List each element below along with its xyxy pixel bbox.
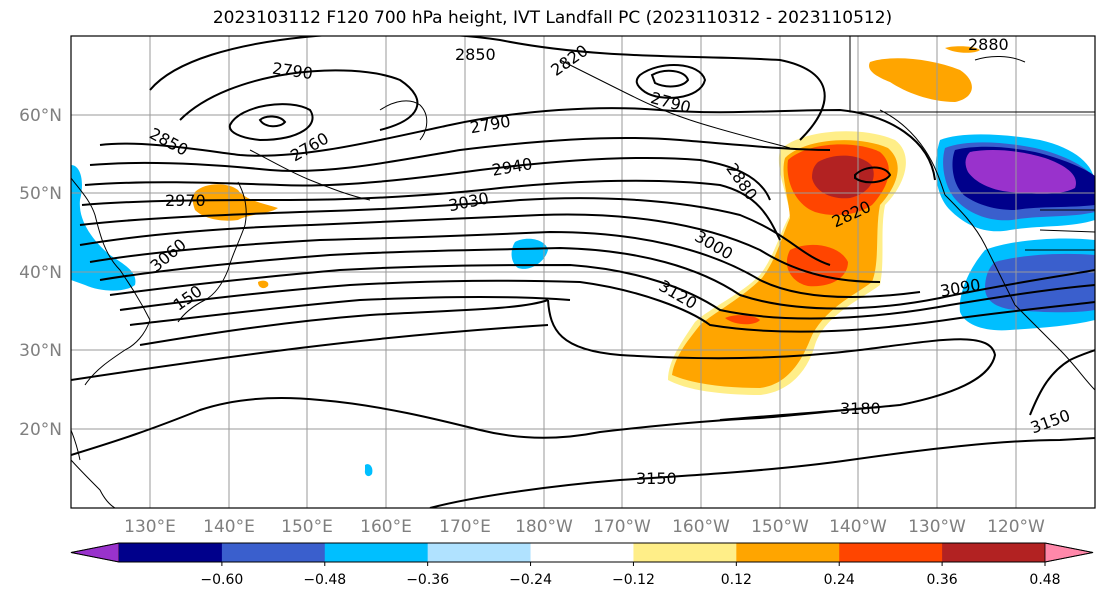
colorbar-frame xyxy=(70,542,1094,563)
lon-tick-label: 150°W xyxy=(751,517,809,537)
colorbar-tick-label: 0.48 xyxy=(1029,572,1060,588)
contour-label: 2880 xyxy=(968,35,1009,54)
colorbar-segment xyxy=(839,543,943,562)
lat-tick-labels: 60°N 50°N 40°N 30°N 20°N xyxy=(19,106,62,440)
colorbar-segment xyxy=(119,543,223,562)
lon-tick-label: 140°W xyxy=(829,517,887,537)
coastlines xyxy=(71,36,1095,508)
shade-neg-mid xyxy=(511,238,548,269)
lon-tick-label: 120°W xyxy=(987,517,1045,537)
lon-tick-label: 140°E xyxy=(203,517,255,537)
colorbar-tick-label: −0.48 xyxy=(303,572,346,588)
shade-pos-alaska2 xyxy=(945,46,980,53)
colorbar: −0.60 −0.48 −0.36 −0.24 −0.12 0.12 0.24 0.36 0.4… xyxy=(70,542,1094,588)
lon-tick-label: 170°W xyxy=(593,517,651,537)
lon-tick-label: 170°E xyxy=(439,517,491,537)
contour-label: 3150 xyxy=(636,469,677,488)
lon-tick-label: 150°E xyxy=(281,517,333,537)
height-contours xyxy=(71,36,1095,508)
colorbar-tick-label: −0.12 xyxy=(612,572,655,588)
lon-tick-label: 160°E xyxy=(360,517,412,537)
lat-tick-label: 50°N xyxy=(19,184,62,204)
shade-pos-alaska xyxy=(869,58,972,102)
colorbar-segment xyxy=(633,543,737,562)
colorbar-tick-label: −0.60 xyxy=(200,572,243,588)
colorbar-segment xyxy=(736,543,840,562)
shade-pos-3b xyxy=(786,244,848,287)
lon-tick-label: 130°W xyxy=(908,517,966,537)
lat-tick-label: 30°N xyxy=(19,341,62,361)
map-title: 2023103112 F120 700 hPa height, IVT Land… xyxy=(212,8,893,28)
shade-neg-4 xyxy=(965,150,1076,194)
shade-neg-west xyxy=(71,165,136,291)
colorbar-extend-high xyxy=(1044,542,1094,563)
colorbar-segment xyxy=(221,543,326,562)
shade-neg-us2 xyxy=(985,253,1095,313)
colorbar-tick-label: 0.12 xyxy=(721,572,752,588)
colorbar-tick-label: 0.36 xyxy=(927,572,958,588)
lon-tick-label: 180°W xyxy=(515,517,573,537)
contour-label: 2970 xyxy=(165,191,206,210)
colorbar-tick-label: −0.36 xyxy=(406,572,449,588)
colorbar-segment xyxy=(324,543,429,562)
shade-pos-3c xyxy=(725,315,760,325)
lon-tick-labels: 130°E 140°E 150°E 160°E 170°E 180°W 170°… xyxy=(124,517,1045,537)
lon-tick-label: 130°E xyxy=(124,517,176,537)
lon-tick-label: 160°W xyxy=(672,517,730,537)
lat-tick-label: 20°N xyxy=(19,420,62,440)
lat-tick-label: 40°N xyxy=(19,263,62,283)
lat-tick-label: 60°N xyxy=(19,106,62,126)
colorbar-tick-label: 0.24 xyxy=(824,572,855,588)
colorbar-tick-label: −0.24 xyxy=(509,572,552,588)
colorbar-segment xyxy=(427,543,532,562)
plot-frame xyxy=(70,35,1096,509)
colorbar-segment xyxy=(530,543,634,562)
shade-pos-small xyxy=(258,280,269,289)
contour-label: 3180 xyxy=(840,399,881,418)
colorbar-extend-low xyxy=(70,542,120,563)
colorbar-segment xyxy=(942,543,1046,562)
shade-neg-hi xyxy=(364,464,373,477)
contour-label: 2850 xyxy=(455,45,496,64)
